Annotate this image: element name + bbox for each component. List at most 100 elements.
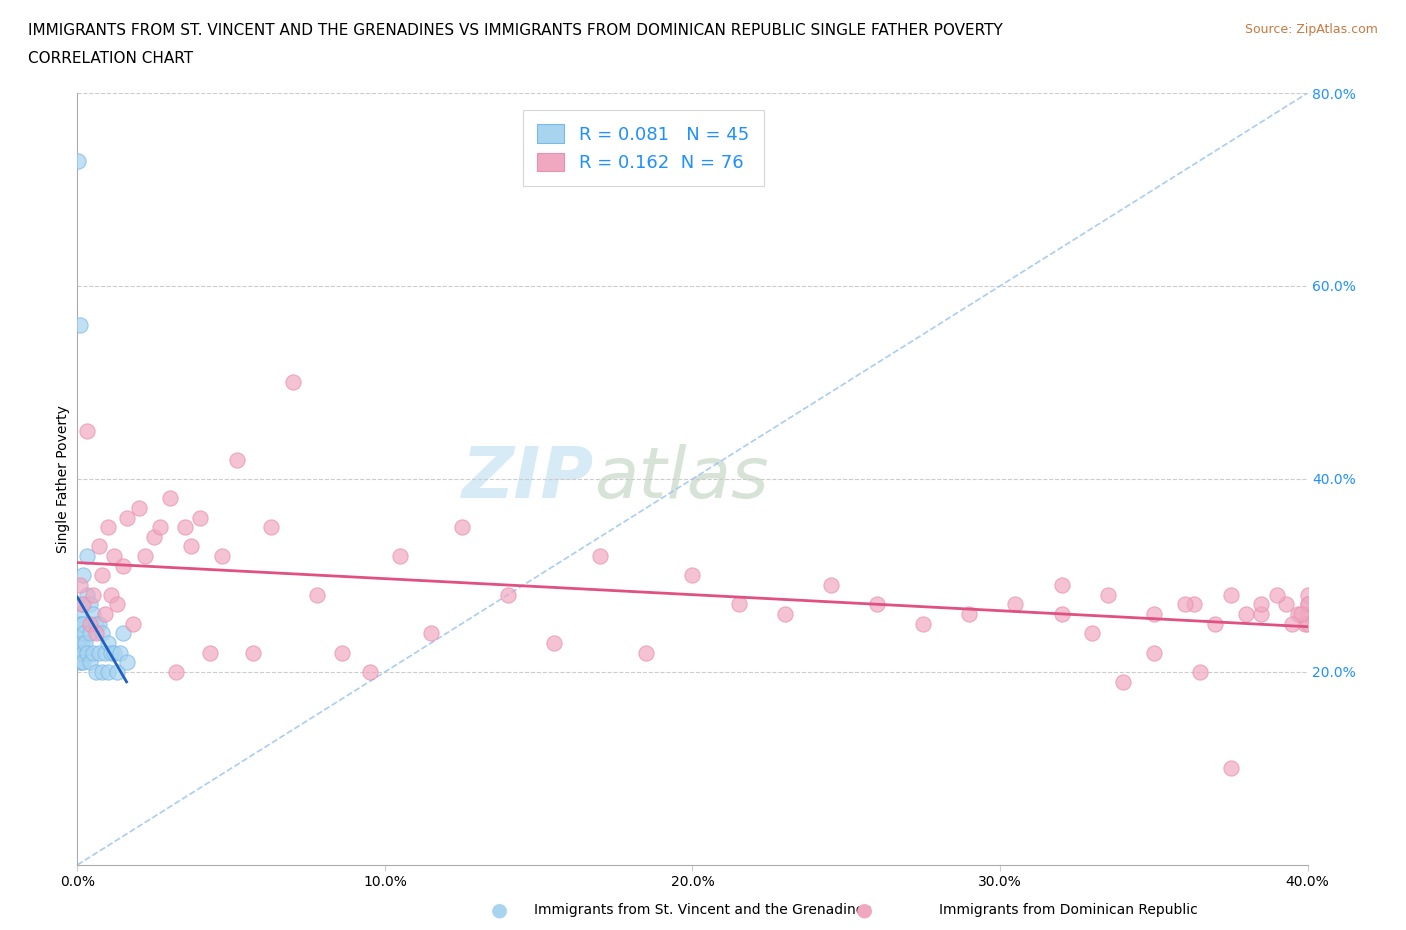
Point — [94, 606, 117, 621]
Point — [1004, 597, 1026, 612]
Point — [110, 645, 132, 660]
Point — [69, 626, 91, 641]
Point — [79, 617, 101, 631]
Point — [165, 665, 187, 680]
Point — [97, 665, 120, 680]
Point — [97, 635, 120, 650]
Point — [97, 520, 120, 535]
Point — [1275, 597, 1298, 612]
Point — [82, 645, 104, 660]
Point — [682, 568, 704, 583]
Point — [866, 597, 889, 612]
Point — [115, 511, 138, 525]
Point — [1250, 597, 1272, 612]
Point — [149, 520, 172, 535]
Point — [912, 617, 935, 631]
Text: Source: ZipAtlas.com: Source: ZipAtlas.com — [1244, 23, 1378, 36]
Point — [1219, 761, 1241, 776]
Point — [79, 597, 101, 612]
Point — [636, 645, 658, 660]
Text: Immigrants from Dominican Republic: Immigrants from Dominican Republic — [939, 902, 1198, 917]
Point — [69, 655, 91, 670]
Point — [87, 539, 110, 554]
Point — [115, 655, 138, 670]
Point — [543, 635, 565, 650]
Point — [73, 626, 96, 641]
Point — [496, 588, 519, 603]
Point — [1204, 617, 1226, 631]
Point — [1296, 617, 1319, 631]
Point — [188, 511, 212, 525]
Point — [957, 606, 980, 621]
Point — [180, 539, 202, 554]
Point — [420, 626, 443, 641]
Point — [1143, 606, 1166, 621]
Text: ●: ● — [491, 900, 508, 919]
Point — [84, 665, 107, 680]
Point — [1143, 645, 1166, 660]
Point — [66, 153, 89, 168]
Point — [100, 588, 122, 603]
Point — [84, 626, 107, 641]
Point — [330, 645, 353, 660]
Point — [69, 606, 91, 621]
Point — [820, 578, 842, 592]
Text: IMMIGRANTS FROM ST. VINCENT AND THE GRENADINES VS IMMIGRANTS FROM DOMINICAN REPU: IMMIGRANTS FROM ST. VINCENT AND THE GREN… — [28, 23, 1002, 38]
Text: atlas: atlas — [595, 445, 769, 513]
Point — [69, 645, 91, 660]
Point — [69, 645, 91, 660]
Point — [1219, 588, 1241, 603]
Point — [70, 617, 93, 631]
Point — [1081, 626, 1104, 641]
Point — [389, 549, 412, 564]
Point — [103, 549, 125, 564]
Point — [72, 568, 94, 583]
Point — [1050, 578, 1073, 592]
Point — [159, 491, 181, 506]
Point — [72, 655, 94, 670]
Point — [211, 549, 233, 564]
Point — [1250, 606, 1272, 621]
Point — [1050, 606, 1073, 621]
Point — [79, 655, 101, 670]
Point — [82, 606, 104, 621]
Point — [72, 597, 94, 612]
Point — [76, 588, 98, 603]
Point — [69, 317, 91, 332]
Point — [79, 626, 101, 641]
Point — [589, 549, 612, 564]
Point — [359, 665, 381, 680]
Point — [1296, 606, 1319, 621]
Point — [1286, 606, 1309, 621]
Y-axis label: Single Father Poverty: Single Father Poverty — [56, 405, 70, 553]
Point — [87, 645, 110, 660]
Text: ●: ● — [856, 900, 873, 919]
Point — [112, 626, 135, 641]
Point — [90, 568, 114, 583]
Point — [76, 645, 98, 660]
Point — [198, 645, 221, 660]
Point — [128, 500, 150, 515]
Point — [121, 617, 143, 631]
Point — [226, 452, 249, 467]
Text: ZIP: ZIP — [461, 445, 595, 513]
Point — [70, 597, 93, 612]
Point — [1097, 588, 1119, 603]
Legend: R = 0.081   N = 45, R = 0.162  N = 76: R = 0.081 N = 45, R = 0.162 N = 76 — [523, 110, 763, 186]
Point — [1182, 597, 1205, 612]
Point — [69, 578, 91, 592]
Text: CORRELATION CHART: CORRELATION CHART — [28, 51, 193, 66]
Point — [76, 423, 98, 438]
Point — [87, 617, 110, 631]
Point — [1296, 597, 1319, 612]
Point — [307, 588, 329, 603]
Point — [143, 529, 166, 544]
Point — [1296, 588, 1319, 603]
Point — [105, 597, 128, 612]
Point — [67, 645, 90, 660]
Point — [105, 665, 128, 680]
Point — [67, 635, 90, 650]
Text: Immigrants from St. Vincent and the Grenadines: Immigrants from St. Vincent and the Gren… — [534, 902, 872, 917]
Point — [82, 588, 104, 603]
Point — [73, 635, 96, 650]
